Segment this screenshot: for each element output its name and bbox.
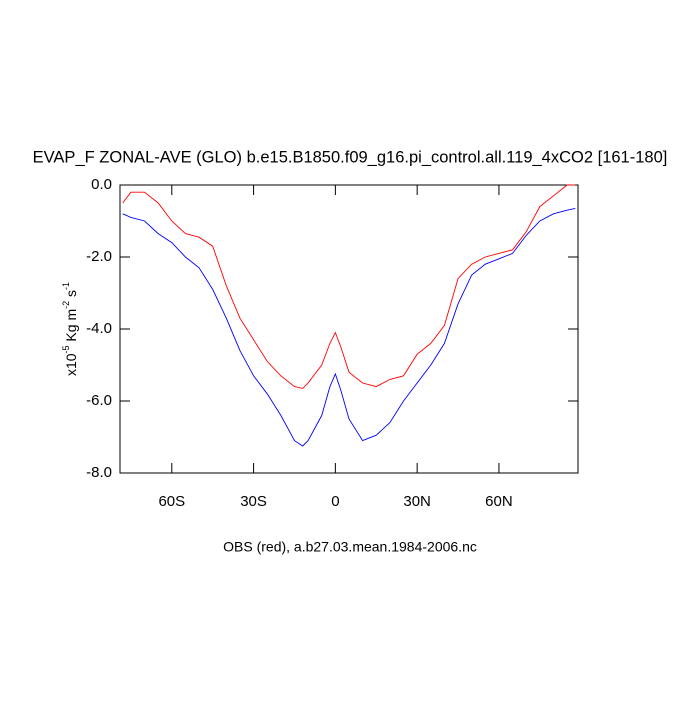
y-axis-label-part: -5: [61, 345, 71, 353]
y-tick-label: -4.0: [86, 320, 112, 337]
plot-frame: [119, 184, 579, 474]
y-axis-label: x10-5 Kg m-2 s-1: [61, 282, 78, 376]
x-tick-label: 60S: [158, 493, 185, 510]
chart-title: EVAP_F ZONAL-AVE (GLO) b.e15.B1850.f09_g…: [33, 148, 668, 166]
y-tick-label: 0.0: [91, 176, 112, 193]
x-tick-label: 30S: [240, 493, 267, 510]
y-axis-label-part: s: [63, 290, 79, 301]
caption: OBS (red), a.b27.03.mean.1984-2006.nc: [223, 539, 477, 555]
y-tick-label: -2.0: [86, 248, 112, 265]
y-axis-label-part: Kg m: [63, 309, 79, 346]
y-axis-label-part: -2: [61, 301, 71, 309]
y-axis-label-part: x10: [63, 353, 79, 376]
data-line: [122, 184, 576, 389]
y-axis-label-part: -1: [61, 282, 71, 290]
y-tick-label: -6.0: [86, 392, 112, 409]
x-tick-label: 60N: [485, 493, 513, 510]
x-tick-label: 0: [331, 493, 339, 510]
y-tick-label: -8.0: [86, 464, 112, 481]
data-line: [122, 207, 576, 447]
x-tick-label: 30N: [403, 493, 431, 510]
